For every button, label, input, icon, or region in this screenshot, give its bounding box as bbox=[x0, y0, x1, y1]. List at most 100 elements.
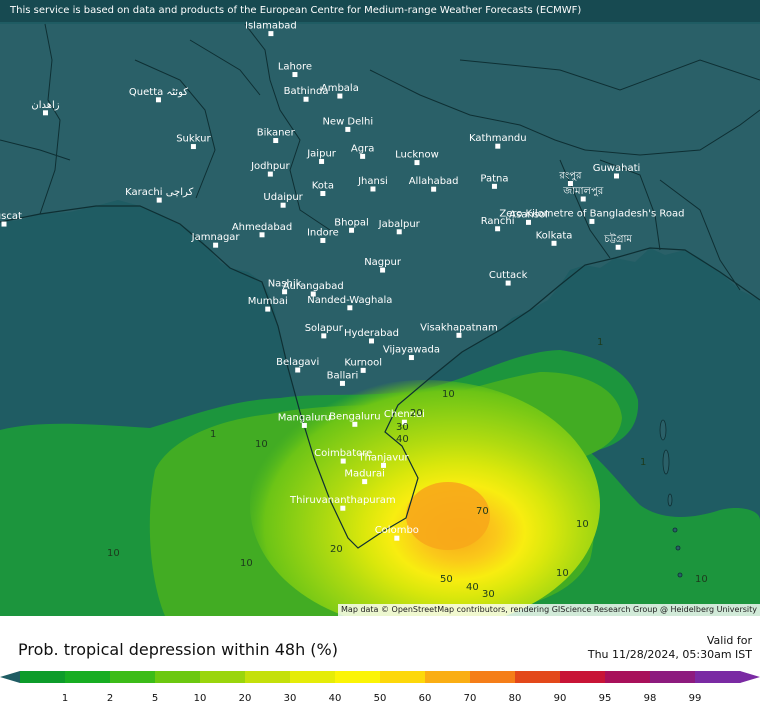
place-dot bbox=[265, 306, 271, 312]
place-marker: রংপুর bbox=[558, 171, 582, 187]
place-marker: Indore bbox=[307, 227, 339, 243]
place-label: Sukkur bbox=[176, 134, 211, 145]
colorbar-tick-label: 40 bbox=[329, 693, 342, 704]
place-label: Allahabad bbox=[409, 176, 459, 187]
colorbar-tick-label: 1 bbox=[62, 693, 68, 704]
place-marker: Jamnagar bbox=[191, 232, 240, 248]
place-marker: Mangaluru bbox=[278, 412, 331, 428]
contour-label-10: 10 bbox=[107, 548, 120, 559]
place-marker: Islamabad bbox=[245, 21, 297, 37]
place-label: Colombo bbox=[375, 525, 419, 536]
place-marker: জামালপুর bbox=[562, 186, 604, 202]
place-dot bbox=[190, 144, 196, 150]
place-dot bbox=[347, 305, 353, 311]
place-marker: Bhopal bbox=[334, 217, 369, 233]
place-label: Lahore bbox=[278, 62, 312, 73]
contour-label-1: 1 bbox=[210, 429, 216, 440]
contour-label-70: 70 bbox=[476, 506, 489, 517]
place-label: Jodhpur bbox=[250, 161, 290, 172]
place-marker: Ranchi bbox=[481, 216, 515, 232]
place-label: Indore bbox=[307, 227, 339, 238]
country-borders bbox=[0, 23, 760, 291]
place-label: Patna bbox=[480, 173, 508, 184]
place-marker: Jaipur bbox=[306, 148, 337, 164]
place-marker: Cuttack bbox=[489, 270, 528, 286]
place-dot bbox=[401, 419, 407, 425]
place-label: Hyderabad bbox=[344, 328, 399, 339]
place-marker: Nashik bbox=[268, 279, 302, 295]
place-label: Jaipur bbox=[306, 148, 337, 159]
colorbar-tick-label: 95 bbox=[599, 693, 612, 704]
colorbar-segment bbox=[605, 671, 651, 683]
place-label: Thanjavur bbox=[357, 452, 409, 463]
place-label: Mumbai bbox=[248, 296, 288, 307]
place-label: New Delhi bbox=[322, 116, 373, 127]
place-dot bbox=[408, 355, 414, 361]
contour-label-30: 30 bbox=[396, 422, 409, 433]
place-label: Ambala bbox=[321, 83, 359, 94]
place-label: Kota bbox=[312, 181, 334, 192]
colorbar-segment bbox=[425, 671, 471, 683]
contour-label-20: 20 bbox=[410, 408, 423, 419]
place-marker: Aurangabad bbox=[283, 281, 344, 297]
place-label: Bengaluru bbox=[329, 411, 380, 422]
place-marker: Belagavi bbox=[276, 357, 319, 373]
contour-label-1: 1 bbox=[640, 457, 646, 468]
place-label: زاهدان bbox=[31, 100, 59, 111]
contour-label-10: 10 bbox=[240, 558, 253, 569]
place-label: Zero Kilometre of Bangladesh's Road bbox=[499, 208, 684, 219]
place-label: Visakhapatnam bbox=[420, 322, 498, 333]
colorbar-segment bbox=[20, 671, 66, 683]
place-dot bbox=[213, 242, 219, 248]
place-label: Ballari bbox=[327, 370, 359, 381]
place-label: Nagpur bbox=[364, 257, 402, 268]
place-marker: Kathmandu bbox=[469, 133, 527, 149]
place-marker: Kurnool bbox=[344, 357, 382, 373]
contour-label-10: 10 bbox=[255, 439, 268, 450]
place-marker: Thiruvananthapuram bbox=[289, 495, 396, 511]
place-label: Belagavi bbox=[276, 357, 319, 368]
place-dot bbox=[394, 535, 400, 541]
colorbar-tick-label: 99 bbox=[689, 693, 702, 704]
place-dot bbox=[1, 221, 7, 227]
colorbar-tick-label: 20 bbox=[239, 693, 252, 704]
place-marker: Visakhapatnam bbox=[420, 322, 498, 338]
place-marker: Colombo bbox=[375, 525, 419, 541]
colorbar-tick-label: 50 bbox=[374, 693, 387, 704]
place-marker: Sukkur bbox=[176, 134, 212, 150]
colorbar-segment bbox=[650, 671, 696, 683]
legend-title: Prob. tropical depression within 48h (%) bbox=[18, 640, 338, 659]
place-label: Asansol bbox=[509, 209, 548, 220]
place-dot bbox=[345, 126, 351, 132]
colorbar-tick-label: 60 bbox=[419, 693, 432, 704]
colorbar-tick-label: 10 bbox=[194, 693, 207, 704]
place-dot bbox=[282, 289, 288, 295]
contour-labels: 1 1 1 10 10 10 10 10 10 10 20 20 30 30 4… bbox=[107, 337, 708, 600]
place-marker: Jodhpur bbox=[250, 161, 291, 177]
place-marker: Lahore bbox=[278, 62, 312, 78]
place-marker: Bikaner bbox=[257, 128, 296, 144]
place-dot bbox=[495, 226, 501, 232]
place-marker: Bengaluru bbox=[329, 411, 381, 427]
place-dot bbox=[370, 186, 376, 192]
landmass bbox=[0, 24, 760, 548]
place-dot bbox=[42, 110, 48, 116]
place-marker: Patna bbox=[480, 173, 509, 189]
forecast-map[interactable]: Islamabad Lahore Quetta کوئٹہ زاهدان Bathind… bbox=[0, 0, 760, 616]
place-dot bbox=[340, 458, 346, 464]
map-attribution[interactable]: Map data © OpenStreetMap contributors, r… bbox=[338, 604, 760, 616]
place-dot bbox=[340, 505, 346, 511]
place-label: Vijayawada bbox=[383, 345, 440, 356]
colorbar-tick-label: 2 bbox=[107, 693, 113, 704]
place-label: Ahmedabad bbox=[232, 222, 292, 233]
place-label: Bhopal bbox=[334, 217, 369, 228]
place-label: Karachi کراچی bbox=[125, 187, 193, 198]
place-dot bbox=[567, 181, 573, 187]
place-marker: Mumbai bbox=[248, 296, 288, 312]
place-marker: Nagpur bbox=[364, 257, 402, 273]
place-label: Agra bbox=[351, 143, 374, 154]
valid-time: Thu 11/28/2024, 05:30am IST bbox=[587, 648, 752, 661]
place-dot bbox=[303, 96, 309, 102]
colorbar-segment bbox=[470, 671, 516, 683]
place-dot bbox=[319, 158, 325, 164]
